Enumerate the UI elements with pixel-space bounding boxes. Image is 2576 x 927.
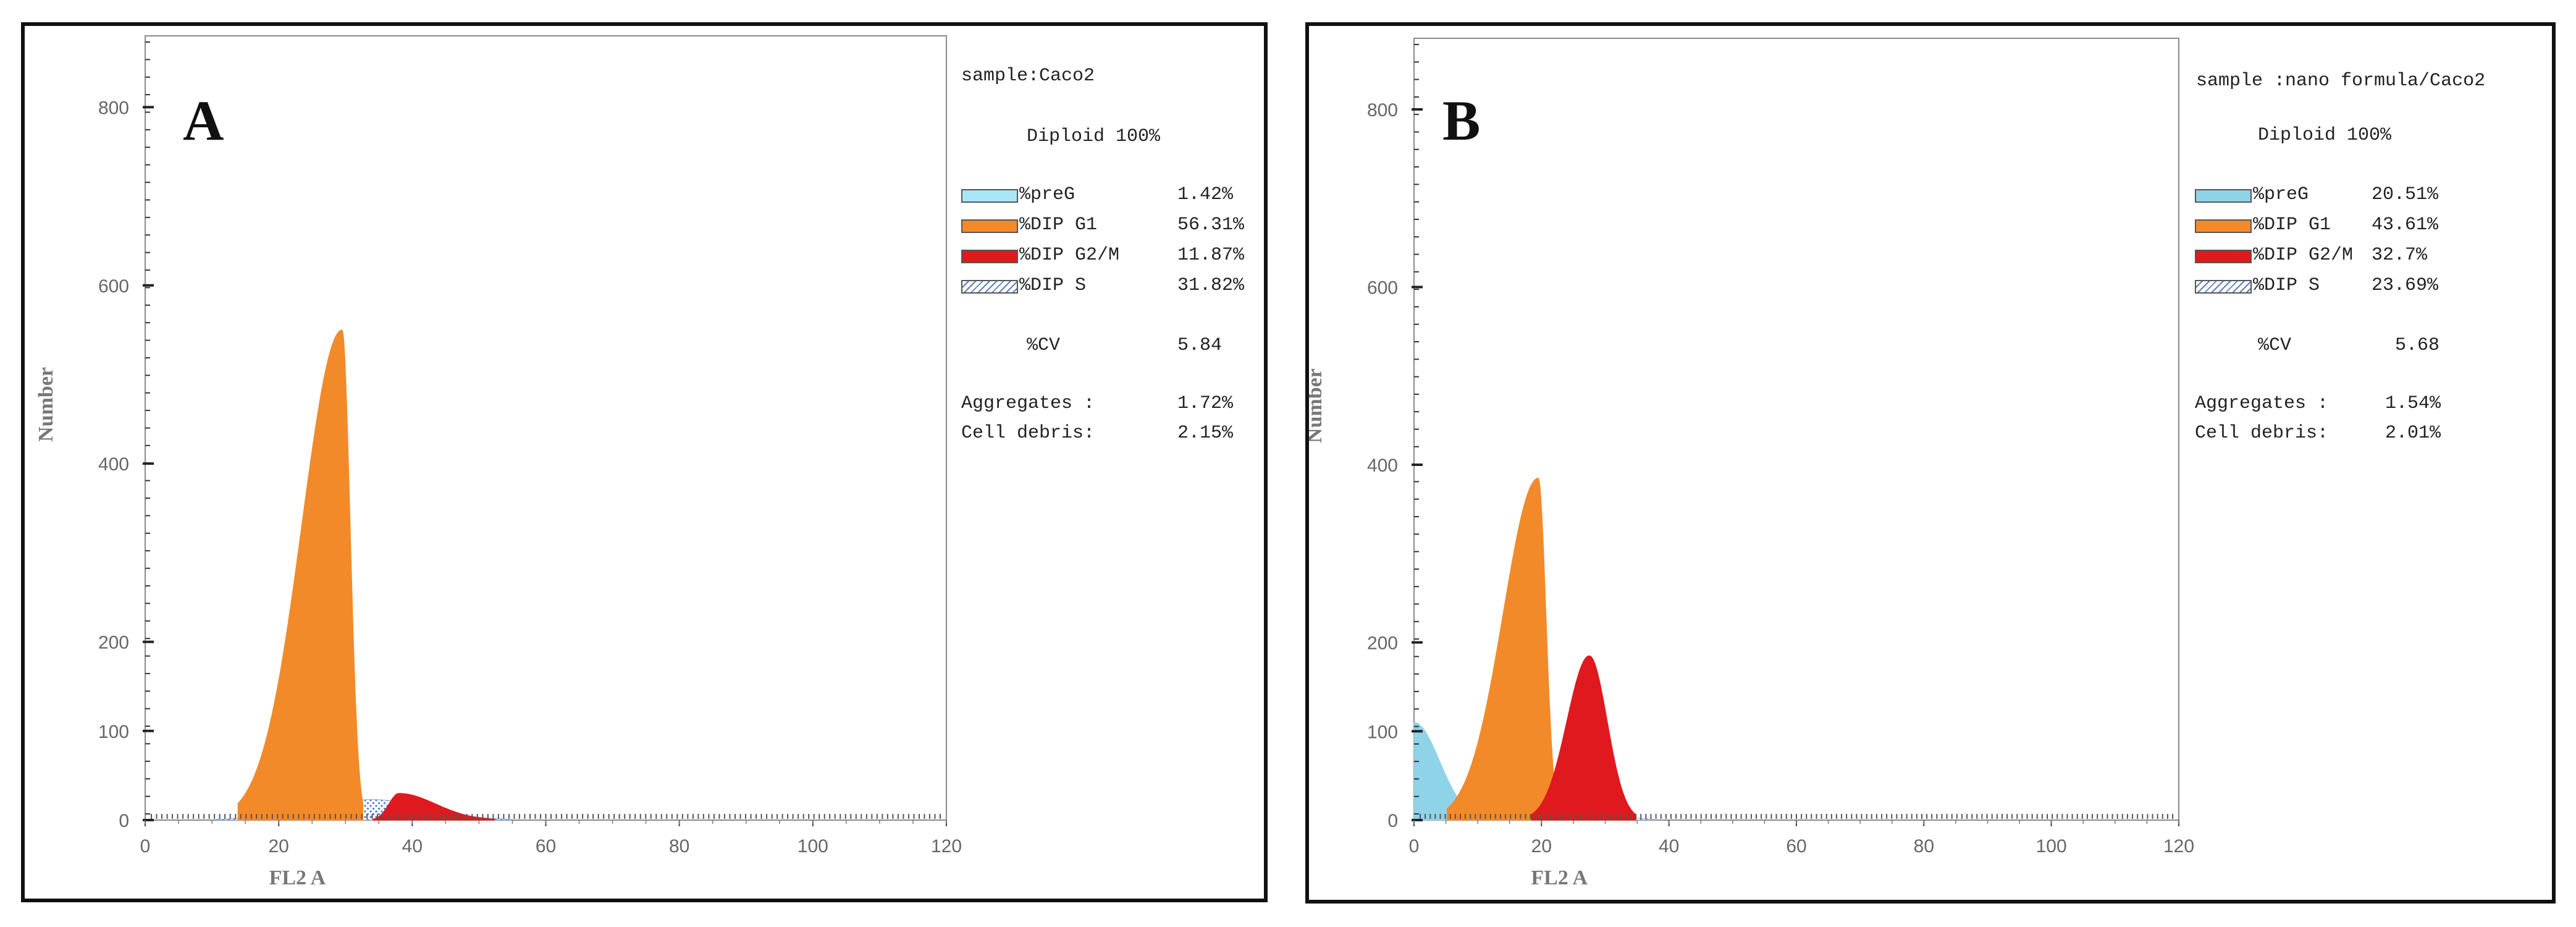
legend-name-g2m: %DIP G2/M: [1019, 245, 1120, 266]
legend-swatch-s: [961, 280, 1018, 294]
legend-swatch-preg: [961, 189, 1018, 203]
cv-value: 5.84: [1177, 335, 1223, 356]
debris-value: 2.15%: [1177, 423, 1234, 444]
legend-swatch-g1: [2195, 219, 2252, 233]
histogram-a-svg: 0 100 200 400 600 800 0 20 40 60 80 100 120 FL2 A Numb…: [35, 35, 962, 889]
x-tick-label: 80: [1914, 836, 1934, 857]
y-tick-label: 200: [1367, 633, 1398, 654]
x-tick-label: 60: [1786, 836, 1806, 857]
legend-name-g2m: %DIP G2/M: [2253, 245, 2354, 266]
debris-value: 2.01%: [2385, 423, 2441, 444]
legend-swatch-g1: [961, 219, 1018, 233]
x-tick-label: 100: [798, 836, 828, 857]
diploid-label: Diploid 100%: [1027, 126, 1161, 147]
legend-name-g1: %DIP G1: [2253, 214, 2331, 235]
aggregates-value: 1.72%: [1177, 393, 1234, 414]
histogram-b-svg: 0 100 200 400 600 800 0 20 40 60 80 100 120 FL2 A Numb…: [1309, 38, 2194, 889]
x-tick-label: 40: [402, 836, 423, 857]
peak-dip-g1: [237, 329, 364, 821]
legend-value-preg: 1.42%: [1177, 184, 1234, 205]
aggregates-label: Aggregates :: [961, 393, 1095, 414]
x-tick-label: 60: [536, 836, 556, 857]
panel-label: A: [183, 89, 224, 152]
legend-value-g1: 56.31%: [1177, 214, 1245, 235]
legend-value-s: 31.82%: [1177, 275, 1245, 296]
sample-label: sample :nano formula/Caco2: [2196, 70, 2486, 91]
legend-name-preg: %preG: [2253, 184, 2309, 205]
y-tick-label: 0: [1387, 811, 1398, 831]
legend-name-g1: %DIP G1: [1019, 214, 1098, 235]
y-tick-label: 400: [98, 454, 129, 475]
legend-value-s: 23.69%: [2372, 275, 2439, 296]
histogram-panel-a: 0 100 200 400 600 800 0 20 40 60 80 100 120 FL2 A Numb…: [21, 22, 1268, 902]
legend-swatch-s: [2195, 280, 2252, 294]
cv-label: %CV: [2258, 335, 2292, 356]
x-axis-label: FL2 A: [269, 866, 326, 889]
peak-dip-g2-m: [1531, 655, 1636, 821]
y-tick-label: 0: [119, 811, 129, 831]
y-axis-label: Number: [1309, 368, 1326, 443]
legend-name-preg: %preG: [1019, 184, 1075, 205]
y-tick-label: 200: [98, 633, 129, 653]
y-tick-label: 600: [1367, 278, 1398, 298]
legend-value-preg: 20.51%: [2372, 184, 2439, 205]
legend-name-s: %DIP S: [2253, 275, 2320, 296]
y-tick-label: 100: [98, 722, 129, 742]
x-tick-label: 80: [669, 836, 689, 857]
y-tick-label: 100: [1367, 722, 1398, 742]
x-tick-label: 120: [931, 836, 962, 857]
histogram-panel-b: 0 100 200 400 600 800 0 20 40 60 80 100 120 FL2 A Numb…: [1305, 22, 2556, 904]
x-tick-label: 20: [1531, 836, 1552, 857]
cv-value: 5.68: [2395, 335, 2440, 356]
legend-value-g2m: 11.87%: [1177, 245, 1245, 266]
peak-dip-g1: [1447, 478, 1559, 821]
y-tick-label: 600: [98, 276, 129, 297]
x-axis-label: FL2 A: [1531, 866, 1588, 889]
x-tick-label: 40: [1659, 836, 1679, 857]
y-tick-label: 800: [1367, 100, 1398, 121]
panel-label: B: [1442, 89, 1481, 152]
aggregates-label: Aggregates :: [2195, 393, 2329, 414]
aggregates-value: 1.54%: [2385, 393, 2441, 414]
x-tick-label: 120: [2163, 836, 2194, 857]
legend-value-g2m: 32.7%: [2372, 245, 2428, 266]
sample-label: sample:Caco2: [961, 66, 1095, 87]
cv-label: %CV: [1027, 335, 1061, 356]
x-tick-label: 100: [2036, 836, 2067, 857]
x-tick-label: 0: [140, 836, 151, 857]
x-tick-label: 0: [1409, 836, 1420, 857]
legend-name-s: %DIP S: [1019, 275, 1087, 296]
x-tick-label: 20: [268, 836, 288, 857]
legend-swatch-g2m: [961, 250, 1018, 263]
diploid-label: Diploid 100%: [2258, 125, 2392, 146]
debris-label: Cell debris:: [961, 423, 1095, 444]
legend-swatch-preg: [2195, 189, 2252, 203]
y-tick-label: 800: [98, 98, 129, 118]
plot-frame: [145, 35, 947, 821]
y-axis-label: Number: [35, 367, 57, 442]
peak-dip-g2-m: [373, 793, 495, 821]
y-tick-label: 400: [1367, 455, 1398, 476]
legend-value-g1: 43.61%: [2372, 214, 2439, 235]
legend-swatch-g2m: [2195, 250, 2252, 263]
debris-label: Cell debris:: [2195, 423, 2329, 444]
